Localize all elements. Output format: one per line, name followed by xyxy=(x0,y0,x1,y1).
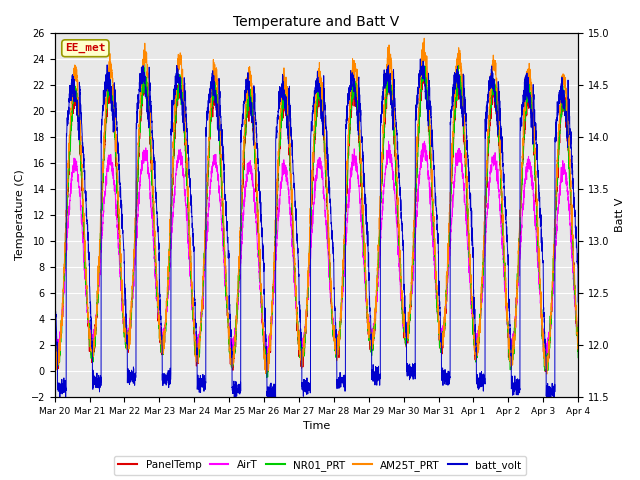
AM25T_PRT xyxy=(463,182,471,188)
AM25T_PRT xyxy=(51,332,58,337)
PanelTemp xyxy=(264,373,271,379)
PanelTemp xyxy=(145,110,152,116)
X-axis label: Time: Time xyxy=(303,421,330,432)
NR01_PRT xyxy=(145,107,152,112)
AirT xyxy=(51,325,58,331)
batt_volt xyxy=(56,394,64,400)
batt_volt xyxy=(297,326,305,332)
PanelTemp xyxy=(420,65,428,71)
AM25T_PRT xyxy=(543,371,550,377)
AirT xyxy=(297,343,305,349)
Line: NR01_PRT: NR01_PRT xyxy=(54,60,578,378)
PanelTemp xyxy=(463,203,471,209)
batt_volt xyxy=(574,299,582,305)
Line: batt_volt: batt_volt xyxy=(54,59,578,397)
batt_volt xyxy=(145,125,153,131)
NR01_PRT xyxy=(51,335,58,341)
Text: EE_met: EE_met xyxy=(65,43,106,53)
PanelTemp xyxy=(574,332,582,337)
AirT xyxy=(434,303,442,309)
NR01_PRT xyxy=(574,355,582,360)
AirT xyxy=(463,235,471,240)
batt_volt xyxy=(434,231,442,237)
batt_volt xyxy=(404,370,412,375)
NR01_PRT xyxy=(404,330,412,336)
AM25T_PRT xyxy=(574,340,582,346)
PanelTemp xyxy=(297,357,305,363)
batt_volt xyxy=(417,56,424,62)
Title: Temperature and Batt V: Temperature and Batt V xyxy=(233,15,399,29)
NR01_PRT xyxy=(420,57,428,63)
AirT xyxy=(145,173,152,179)
PanelTemp xyxy=(404,334,412,339)
NR01_PRT xyxy=(463,198,471,204)
Y-axis label: Temperature (C): Temperature (C) xyxy=(15,169,25,261)
AirT xyxy=(404,326,412,332)
PanelTemp xyxy=(434,294,442,300)
AirT xyxy=(420,138,428,144)
AirT xyxy=(543,356,550,362)
AM25T_PRT xyxy=(574,347,582,353)
AirT xyxy=(574,343,582,348)
Line: PanelTemp: PanelTemp xyxy=(54,68,578,376)
AM25T_PRT xyxy=(404,324,412,330)
Line: AirT: AirT xyxy=(54,141,578,359)
NR01_PRT xyxy=(574,348,582,354)
NR01_PRT xyxy=(297,355,305,360)
AM25T_PRT xyxy=(434,305,442,311)
PanelTemp xyxy=(574,334,582,339)
Line: AM25T_PRT: AM25T_PRT xyxy=(54,38,578,374)
AM25T_PRT xyxy=(420,36,428,41)
AM25T_PRT xyxy=(297,350,305,356)
NR01_PRT xyxy=(263,375,271,381)
NR01_PRT xyxy=(434,303,442,309)
PanelTemp xyxy=(51,339,58,345)
Legend: PanelTemp, AirT, NR01_PRT, AM25T_PRT, batt_volt: PanelTemp, AirT, NR01_PRT, AM25T_PRT, ba… xyxy=(115,456,525,475)
batt_volt xyxy=(463,137,471,143)
batt_volt xyxy=(574,255,582,261)
AM25T_PRT xyxy=(145,85,152,91)
Y-axis label: Batt V: Batt V xyxy=(615,198,625,232)
batt_volt xyxy=(51,293,58,299)
AirT xyxy=(574,327,582,333)
